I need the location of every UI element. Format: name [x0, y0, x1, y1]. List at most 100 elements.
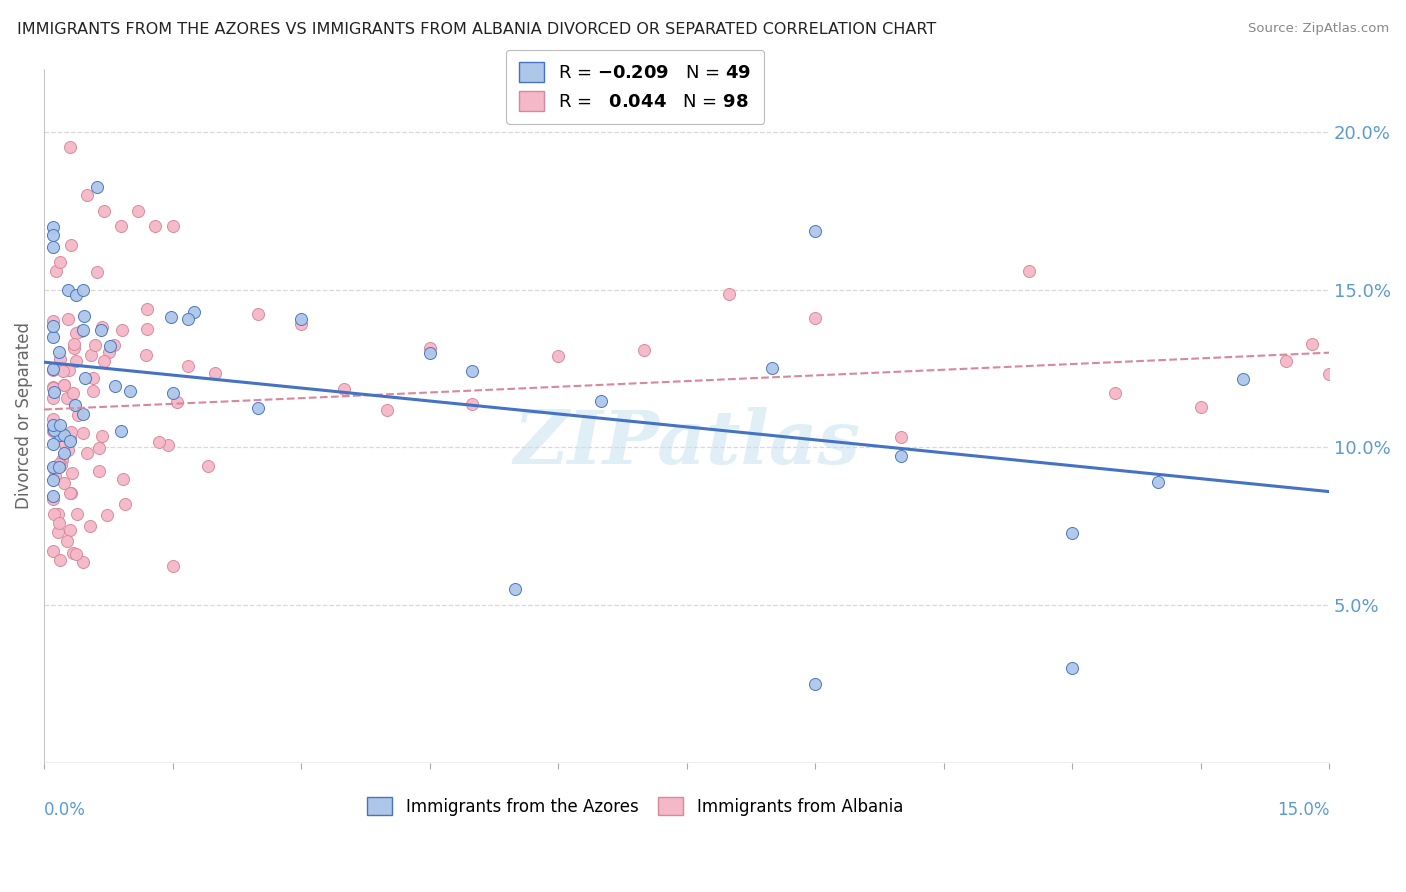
Point [41, 423, 63, 437]
Point [41, 219, 63, 234]
Point [72, 323, 94, 337]
Point [46, 508, 69, 522]
Point [148, 435, 170, 450]
Point [82, 371, 104, 385]
Point [98, 338, 121, 352]
Point [41, 489, 63, 503]
Point [197, 458, 219, 473]
Point [1232, 371, 1254, 385]
Point [127, 203, 149, 218]
Point [114, 497, 136, 511]
Point [1317, 368, 1340, 382]
Point [41, 227, 63, 242]
Point [80, 348, 103, 362]
Point [41, 491, 63, 505]
Point [44, 468, 66, 483]
Point [41, 491, 63, 506]
Point [48, 457, 70, 471]
Point [162, 386, 184, 401]
Text: Source: ZipAtlas.com: Source: ZipAtlas.com [1249, 22, 1389, 36]
Point [86, 265, 108, 279]
Point [589, 393, 612, 408]
Point [890, 449, 912, 463]
Point [333, 382, 356, 396]
Point [48, 516, 70, 530]
Text: IMMIGRANTS FROM THE AZORES VS IMMIGRANTS FROM ALBANIA DIVORCED OR SEPARATED CORR: IMMIGRANTS FROM THE AZORES VS IMMIGRANTS… [17, 22, 936, 37]
Point [65, 287, 87, 301]
Point [93, 354, 115, 368]
Point [44, 507, 66, 521]
Point [1104, 386, 1126, 401]
Point [60, 425, 83, 439]
Point [41, 330, 63, 344]
Point [65, 326, 87, 340]
Point [41, 319, 63, 334]
Point [49, 552, 72, 566]
Point [42, 417, 65, 432]
Point [375, 402, 398, 417]
Point [56, 443, 79, 458]
Point [84, 338, 107, 352]
Point [166, 395, 188, 409]
Point [62, 386, 84, 401]
Y-axis label: Divorced or Separated: Divorced or Separated [15, 322, 32, 509]
Point [157, 437, 180, 451]
Point [59, 486, 82, 500]
Point [42, 423, 65, 437]
Point [86, 179, 108, 194]
Point [60, 486, 83, 500]
Point [56, 311, 79, 326]
Point [290, 317, 312, 331]
Point [1275, 353, 1298, 368]
Point [42, 461, 65, 475]
Point [1146, 475, 1168, 489]
Text: ZIPatlas: ZIPatlas [513, 408, 860, 480]
Point [145, 219, 167, 234]
Point [63, 337, 86, 351]
Point [110, 425, 132, 439]
Point [73, 371, 96, 385]
Point [52, 378, 75, 392]
Point [51, 453, 73, 467]
Point [56, 391, 79, 405]
Point [804, 677, 827, 691]
Point [62, 341, 84, 355]
Point [41, 240, 63, 254]
Point [52, 378, 75, 392]
Point [59, 430, 82, 444]
Point [633, 343, 655, 358]
Point [761, 360, 783, 375]
Point [290, 311, 312, 326]
Point [804, 224, 827, 238]
Point [41, 380, 63, 394]
Point [41, 473, 63, 487]
Point [247, 307, 270, 321]
Point [58, 283, 80, 297]
Point [1062, 526, 1084, 541]
Point [162, 558, 184, 573]
Legend: Immigrants from the Azores, Immigrants from Albania: Immigrants from the Azores, Immigrants f… [359, 789, 911, 824]
Point [63, 398, 86, 412]
Point [135, 348, 157, 362]
Point [59, 238, 82, 252]
Point [1189, 400, 1212, 414]
Point [1301, 337, 1323, 351]
Point [49, 351, 72, 366]
Point [41, 363, 63, 377]
Point [162, 219, 184, 234]
Point [48, 344, 70, 359]
Point [48, 417, 70, 432]
Point [97, 344, 120, 359]
Point [419, 346, 441, 360]
Point [804, 310, 827, 325]
Point [160, 310, 183, 324]
Point [72, 425, 94, 440]
Point [76, 187, 98, 202]
Point [49, 458, 72, 472]
Point [49, 255, 72, 269]
Point [72, 555, 94, 569]
Point [72, 407, 94, 421]
Point [73, 309, 96, 323]
Point [890, 429, 912, 443]
Point [69, 324, 91, 338]
